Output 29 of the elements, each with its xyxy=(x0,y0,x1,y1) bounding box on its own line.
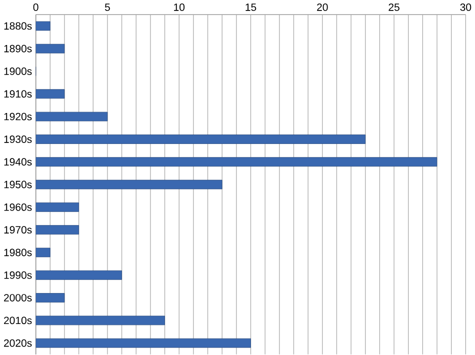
y-tick-label: 1920s xyxy=(4,112,32,120)
y-tick-label: 1890s xyxy=(4,44,32,52)
bar xyxy=(36,202,80,212)
x-tick-label: 0 xyxy=(33,4,38,11)
y-tick-label: 1980s xyxy=(4,248,32,256)
y-tick-label: 1940s xyxy=(4,158,32,166)
y-tick-label: 1880s xyxy=(4,22,32,30)
bar xyxy=(36,225,80,235)
y-tick-label: 1990s xyxy=(4,271,32,279)
bar xyxy=(36,134,366,144)
x-tick-label: 25 xyxy=(388,4,400,11)
y-tick-label: 2020s xyxy=(4,339,32,347)
x-tick-label: 30 xyxy=(460,4,472,11)
bar xyxy=(36,270,122,280)
y-tick-label: 1970s xyxy=(4,226,32,234)
bar xyxy=(36,44,65,54)
bar xyxy=(36,293,65,303)
y-tick-label: 2000s xyxy=(4,294,32,302)
y-tick-label: 1900s xyxy=(4,68,32,76)
y-tick-label: 1910s xyxy=(4,90,32,98)
x-tick-label: 20 xyxy=(317,4,328,11)
x-tick-label: 10 xyxy=(174,4,185,11)
x-tick-label: 5 xyxy=(104,4,110,11)
y-tick-label: 1960s xyxy=(4,204,32,211)
bar xyxy=(36,157,438,167)
y-tick-label: 2010s xyxy=(4,316,32,324)
y-tick-label: 1930s xyxy=(4,136,32,144)
x-tick-label: 15 xyxy=(246,4,256,11)
y-tick-label: 1950s xyxy=(4,180,32,188)
